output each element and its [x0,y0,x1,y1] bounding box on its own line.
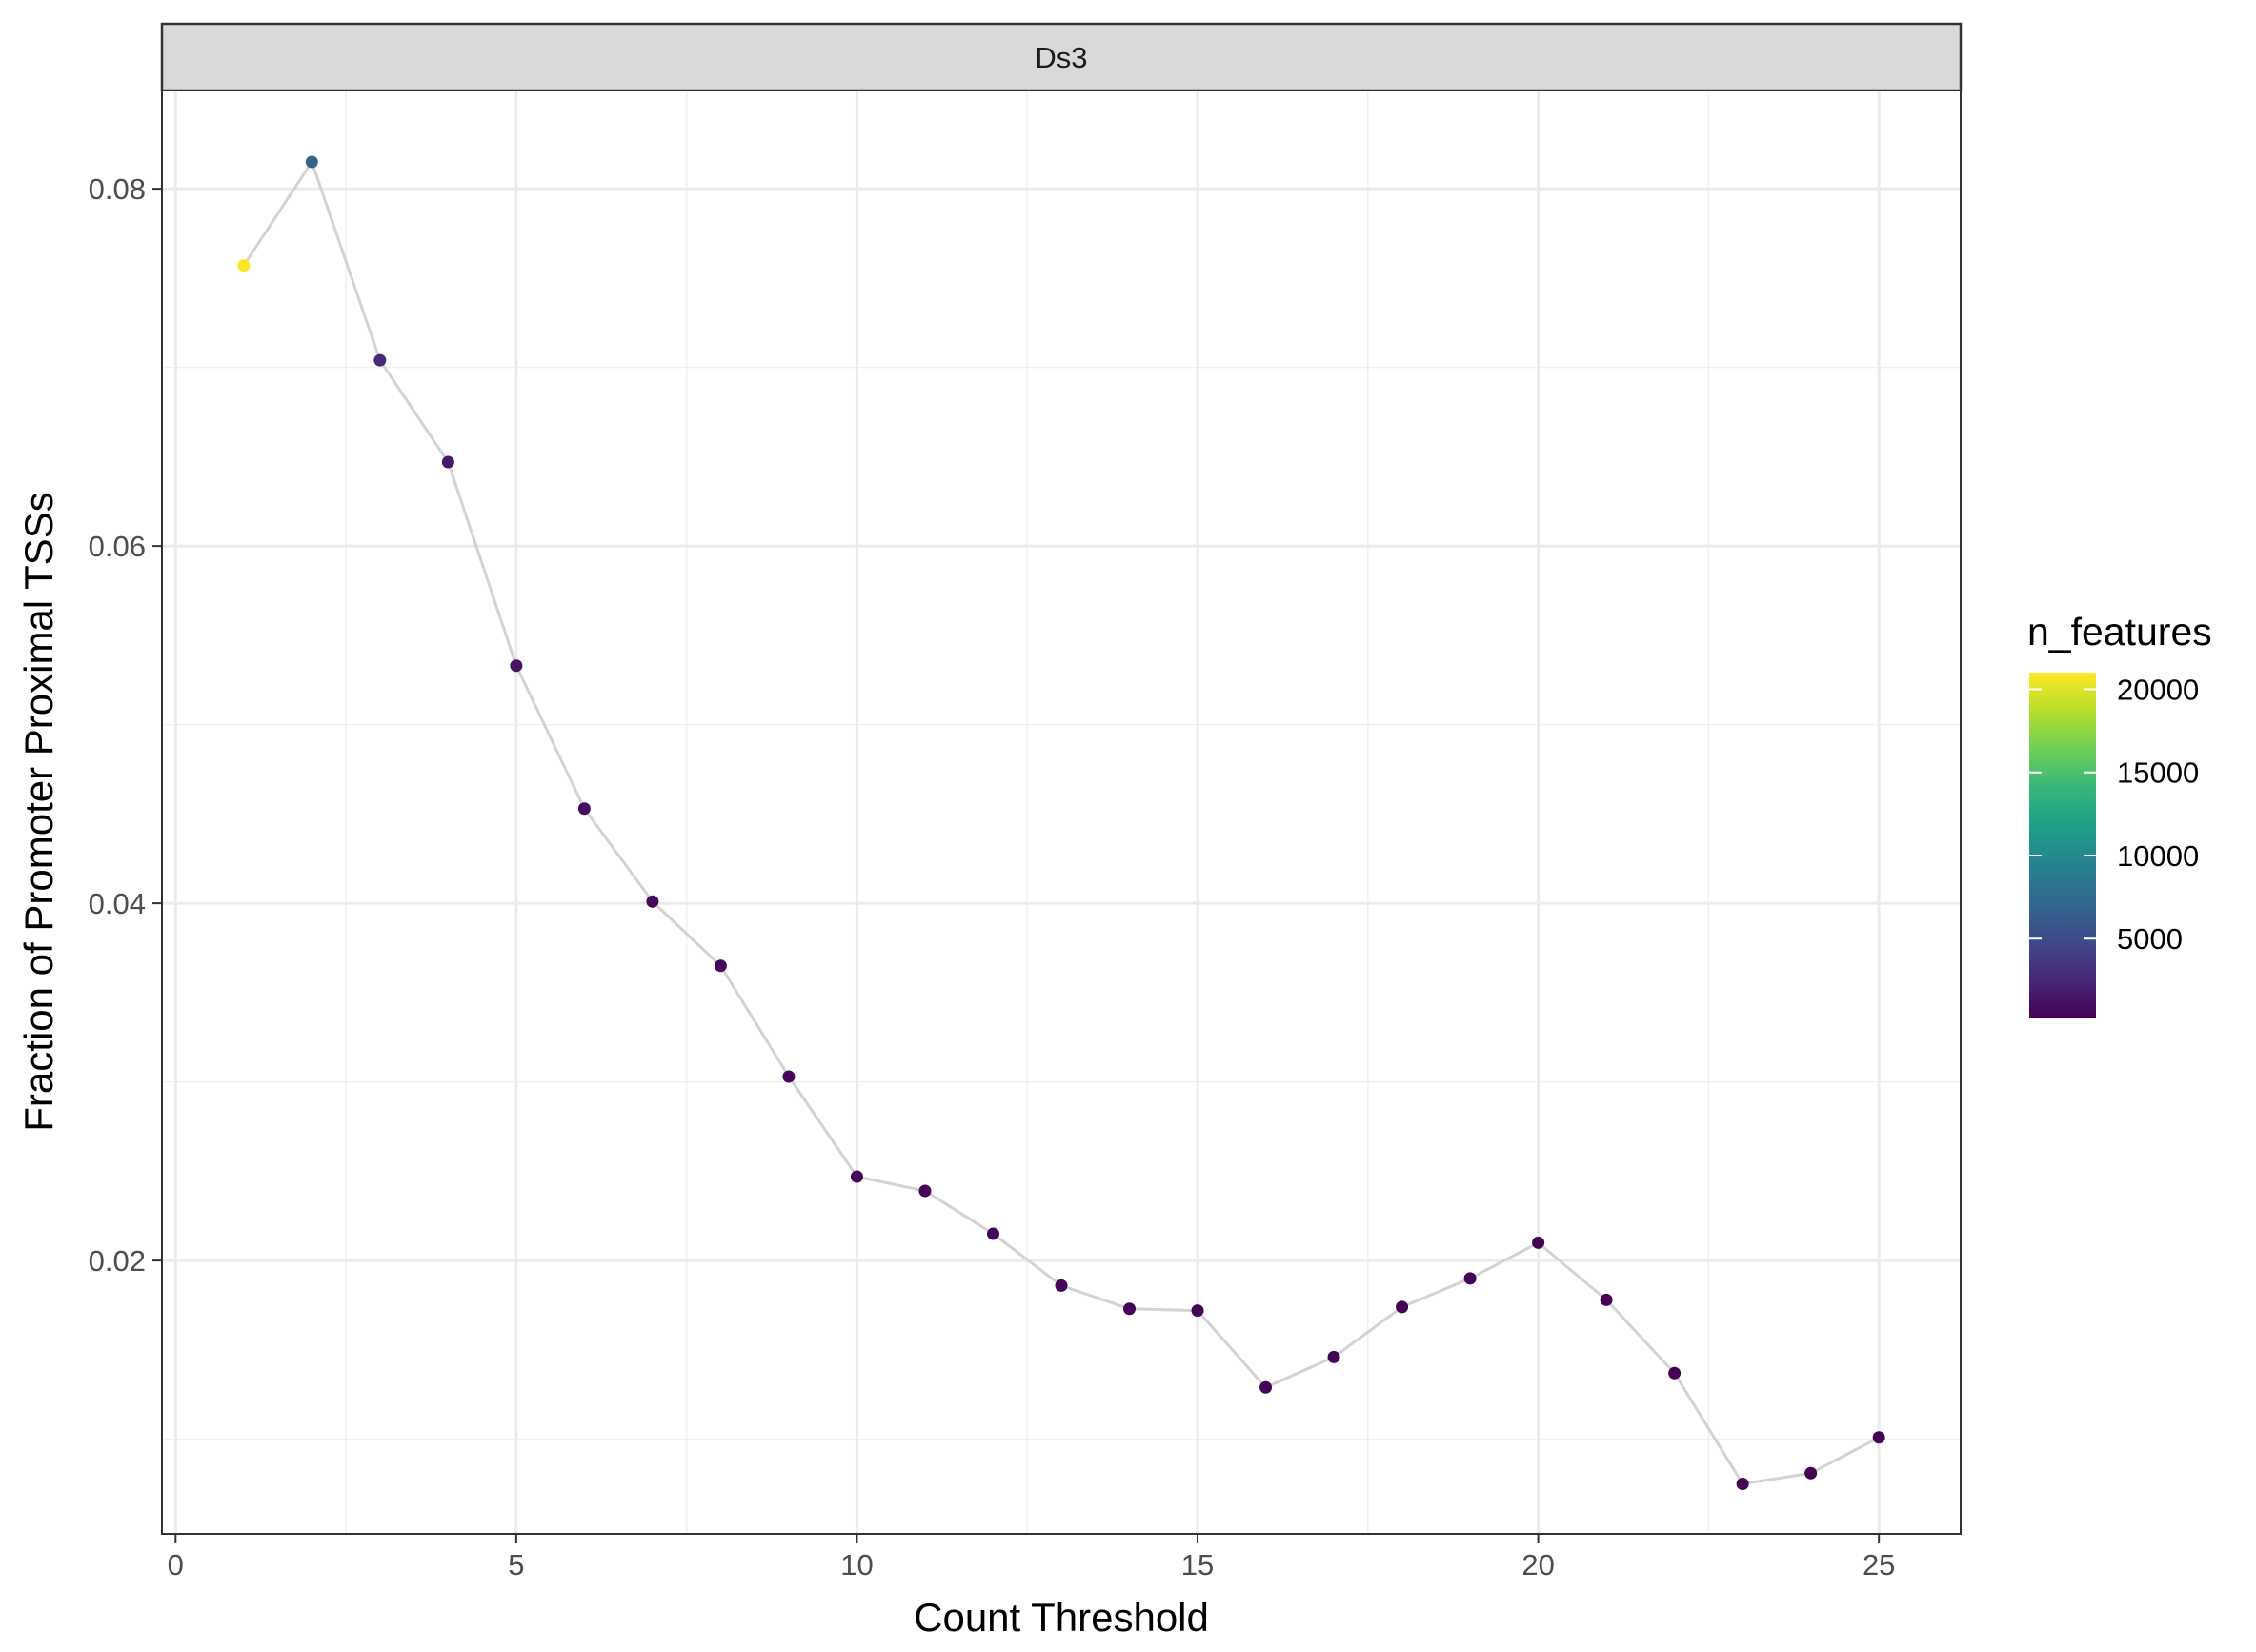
data-point [1463,1272,1477,1285]
data-points [237,155,1885,1490]
legend-tick-label: 20000 [2117,673,2199,706]
data-point [237,259,251,272]
data-point [1872,1431,1885,1444]
data-point [1055,1279,1068,1292]
x-tick-label: 0 [168,1548,184,1581]
y-tick-label: 0.06 [89,530,146,563]
y-axis-title: Fraction of Promoter Proximal TSSs [16,492,61,1131]
x-tick-label: 10 [840,1548,873,1581]
legend-tick-label: 5000 [2117,922,2183,956]
data-point [1123,1302,1137,1316]
y-tick-label: 0.04 [89,887,146,920]
data-point [1668,1366,1682,1380]
x-axis: 0 5 10 15 20 25 [168,1534,1895,1581]
data-point [373,353,387,367]
data-point [918,1184,932,1198]
legend-ticks: 5000 10000 15000 20000 [2029,673,2199,956]
legend-tick-label: 15000 [2117,756,2199,790]
data-point [1191,1304,1204,1318]
legend-title: n_features [2027,610,2212,654]
legend-tick-label: 10000 [2117,839,2199,873]
data-point [577,802,591,816]
data-point [646,895,659,908]
data-point [1804,1466,1818,1480]
panel-border [161,90,1962,1535]
data-point [510,659,523,673]
x-tick-label: 20 [1521,1548,1554,1581]
facet-strip-label: Ds3 [1035,41,1087,74]
facet-strip: Ds3 [160,22,1963,92]
major-gridlines [162,91,1961,1534]
x-tick-label: 25 [1863,1548,1895,1581]
data-point [1396,1300,1409,1314]
data-point [1532,1236,1545,1249]
minor-gridlines [162,91,1961,1534]
data-point [714,959,727,973]
data-point [986,1227,999,1240]
x-tick-label: 15 [1181,1548,1214,1581]
data-point [1736,1478,1749,1490]
data-point [1327,1350,1340,1363]
data-point [782,1070,796,1083]
y-tick-label: 0.02 [89,1244,146,1278]
data-point [305,155,318,169]
panel-background [162,91,1961,1534]
legend-colorbar [2029,673,2096,1018]
plot-panel [161,90,1962,1535]
color-legend: n_features 5000 10000 15000 20000 [2027,610,2212,1018]
data-point [850,1170,863,1183]
data-point [1600,1293,1613,1306]
facet-strip-background [160,22,1963,92]
data-point [441,455,454,469]
y-axis: 0.02 0.04 0.06 0.08 [89,172,162,1278]
data-point [1259,1380,1273,1394]
x-tick-label: 5 [508,1548,524,1581]
x-axis-title: Count Threshold [914,1595,1209,1640]
y-tick-label: 0.08 [89,172,146,206]
